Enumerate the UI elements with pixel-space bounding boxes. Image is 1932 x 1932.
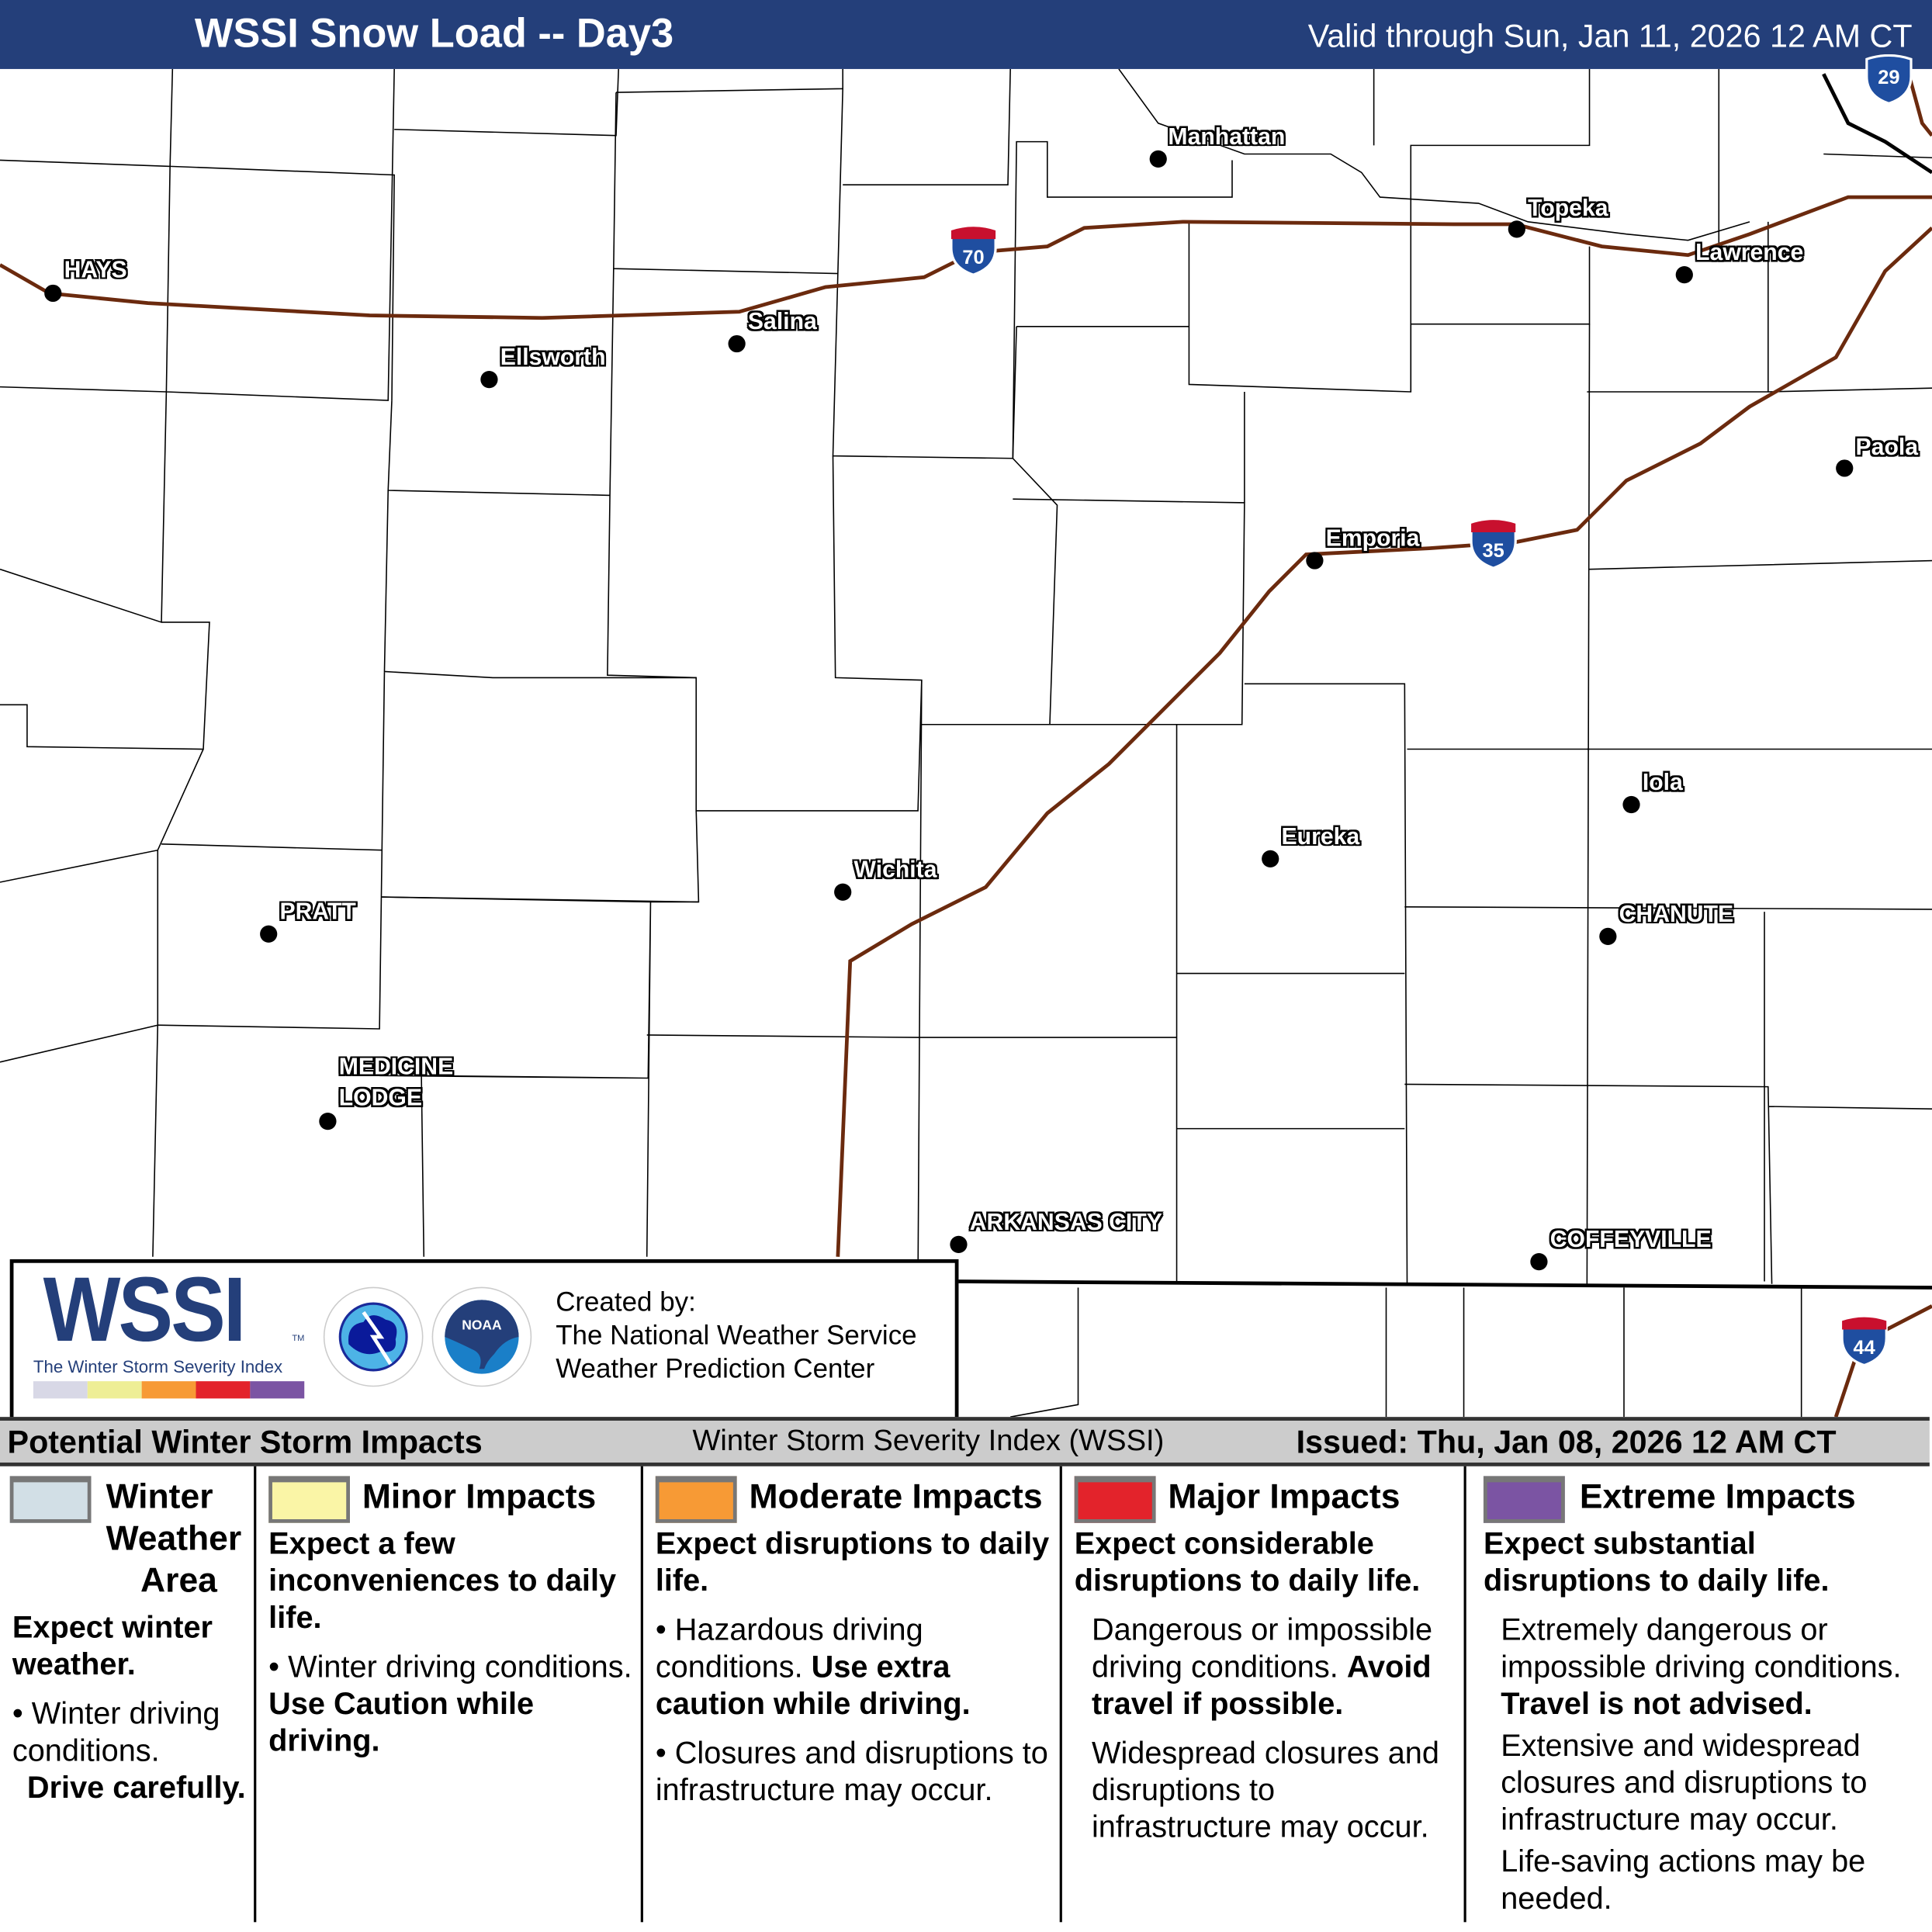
city-dot bbox=[480, 370, 498, 389]
legend-description: Dangerous or impossible driving conditio… bbox=[1091, 1612, 1433, 1722]
credits-text: Created by: The National Weather Service… bbox=[556, 1285, 916, 1385]
legend-description: Extremely dangerous or impossible drivin… bbox=[1501, 1612, 1902, 1722]
interstate-29-shield: 29 bbox=[1864, 54, 1914, 106]
map-title: WSSI Snow Load -- Day3 bbox=[194, 9, 674, 56]
created-by-label: Created by: bbox=[556, 1286, 696, 1317]
legend-moderate-impacts: Moderate Impacts Expect disruptions to d… bbox=[646, 1466, 1060, 1923]
city-label: PRATT bbox=[279, 899, 356, 926]
header: WSSI Snow Load -- Day3 Valid through Sun… bbox=[0, 0, 1932, 69]
legend-header-bar: Potential Winter Storm Impacts Winter St… bbox=[0, 1417, 1930, 1466]
org-nws: The National Weather Service bbox=[556, 1319, 917, 1351]
city-dot bbox=[950, 1235, 968, 1254]
color-swatch bbox=[1483, 1476, 1565, 1523]
legend-item-title: Major Impacts bbox=[1168, 1477, 1401, 1516]
interstate-70-shield: 70 bbox=[949, 225, 999, 276]
interstate-44-shield: 44 bbox=[1840, 1315, 1889, 1367]
city-label: Iola bbox=[1642, 770, 1683, 796]
color-swatch bbox=[268, 1476, 350, 1523]
legend-subtitle: Expect winter weather. bbox=[12, 1610, 213, 1682]
legend-item-title: Winter Weather Area bbox=[106, 1477, 242, 1600]
legend-major-impacts: Major Impacts Expect considerable disrup… bbox=[1065, 1466, 1464, 1923]
i-29-line bbox=[1905, 68, 1932, 137]
impacts-legend: Winter Weather Area Expect winter weather.… bbox=[0, 1466, 1932, 1932]
issued-time: Issued: Thu, Jan 08, 2026 12 AM CT bbox=[1296, 1423, 1837, 1460]
map[interactable]: 70 35 29 44 Manhattan Topeka Lawrence HA… bbox=[0, 54, 1932, 1418]
legend-description: • Winter driving conditions. Use Caution… bbox=[268, 1650, 632, 1759]
legend-item-title: Extreme Impacts bbox=[1579, 1477, 1856, 1516]
legend-description-2: Widespread closures and disruptions to i… bbox=[1091, 1736, 1439, 1845]
legend-subtitle: Expect disruptions to daily life. bbox=[655, 1526, 1050, 1598]
city-dot bbox=[1599, 927, 1617, 946]
city-dot bbox=[1530, 1253, 1548, 1271]
noaa-logo: NOAA bbox=[431, 1286, 532, 1387]
city-dot bbox=[834, 883, 852, 901]
svg-text:44: 44 bbox=[1854, 1337, 1875, 1359]
legend-title: Potential Winter Storm Impacts bbox=[7, 1423, 483, 1460]
credits-box: WSSI TM The Winter Storm Severity Index … bbox=[9, 1258, 959, 1421]
city-dot bbox=[44, 284, 62, 303]
legend-subtitle: Expect considerable disruptions to daily… bbox=[1074, 1526, 1421, 1598]
city-dot bbox=[1306, 552, 1324, 570]
wssi-tagline: The Winter Storm Severity Index bbox=[33, 1356, 283, 1376]
city-label: MEDICINE bbox=[338, 1054, 454, 1081]
severity-scale bbox=[33, 1381, 305, 1399]
city-dot bbox=[1675, 266, 1693, 284]
state-border bbox=[954, 1279, 1932, 1290]
svg-text:NOAA: NOAA bbox=[462, 1317, 502, 1332]
city-label: Paola bbox=[1855, 435, 1919, 461]
city-dot bbox=[1149, 150, 1167, 168]
legend-description: • Winter driving conditions. Drive caref… bbox=[12, 1696, 246, 1806]
interstate-35-shield: 35 bbox=[1469, 518, 1518, 570]
city-label: Ellsworth bbox=[500, 345, 606, 371]
city-dot bbox=[1836, 459, 1854, 477]
legend-item-title: Minor Impacts bbox=[362, 1477, 597, 1516]
valid-time: Valid through Sun, Jan 11, 2026 12 AM CT bbox=[1307, 17, 1913, 54]
city-dot bbox=[1622, 795, 1640, 814]
legend-extreme-impacts: Extreme Impacts Expect substantial disru… bbox=[1469, 1466, 1932, 1923]
city-label: Emporia bbox=[1325, 526, 1420, 552]
city-label: Topeka bbox=[1528, 196, 1608, 222]
legend-subtitle: Expect a few inconveniences to daily lif… bbox=[268, 1526, 617, 1636]
kansas-river bbox=[1118, 68, 1750, 241]
svg-text:29: 29 bbox=[1878, 67, 1899, 88]
legend-description: • Hazardous driving conditions. Use extr… bbox=[655, 1612, 971, 1722]
svg-text:70: 70 bbox=[962, 247, 984, 268]
color-swatch bbox=[9, 1476, 92, 1523]
city-dot bbox=[1508, 220, 1525, 238]
city-label: Manhattan bbox=[1168, 124, 1286, 151]
legend-item-title: Moderate Impacts bbox=[749, 1477, 1043, 1516]
city-dot bbox=[260, 925, 278, 943]
city-label: LODGE bbox=[338, 1085, 422, 1112]
city-dot bbox=[319, 1112, 337, 1130]
legend-description-3: Life-saving actions may be needed. bbox=[1501, 1844, 1866, 1916]
city-label: Salina bbox=[747, 309, 817, 335]
svg-text:35: 35 bbox=[1483, 540, 1504, 562]
org-wpc: Weather Prediction Center bbox=[556, 1352, 875, 1384]
city-label: CHANUTE bbox=[1619, 902, 1734, 928]
legend-description-2: • Closures and disruptions to infrastruc… bbox=[655, 1736, 1048, 1808]
city-label: HAYS bbox=[64, 257, 127, 284]
trademark: TM bbox=[292, 1334, 305, 1343]
city-dot bbox=[1262, 850, 1279, 867]
legend-minor-impacts: Minor Impacts Expect a few inconvenience… bbox=[258, 1466, 640, 1923]
legend-winter-weather-area: Winter Weather Area Expect winter weather.… bbox=[0, 1466, 254, 1923]
legend-description-2: Extensive and widespread closures and di… bbox=[1501, 1728, 1868, 1837]
wssi-logo: WSSI bbox=[43, 1258, 247, 1361]
city-label: ARKANSAS CITY bbox=[969, 1210, 1162, 1236]
legend-index-name: Winter Storm Severity Index (WSSI) bbox=[692, 1424, 1165, 1458]
i-35-line bbox=[836, 227, 1932, 1257]
city-label: Wichita bbox=[853, 857, 937, 884]
city-dot bbox=[728, 334, 746, 353]
missouri-river bbox=[1822, 73, 1932, 175]
nws-logo bbox=[323, 1286, 424, 1387]
legend-subtitle: Expect substantial disruptions to daily … bbox=[1483, 1526, 1830, 1598]
county-map bbox=[0, 68, 1932, 1418]
color-swatch bbox=[655, 1476, 737, 1523]
city-label: Lawrence bbox=[1695, 240, 1804, 267]
i-70-line bbox=[0, 195, 1932, 320]
color-swatch bbox=[1074, 1476, 1156, 1523]
city-label: COFFEYVILLE bbox=[1549, 1227, 1712, 1254]
city-label: Eureka bbox=[1281, 824, 1360, 850]
